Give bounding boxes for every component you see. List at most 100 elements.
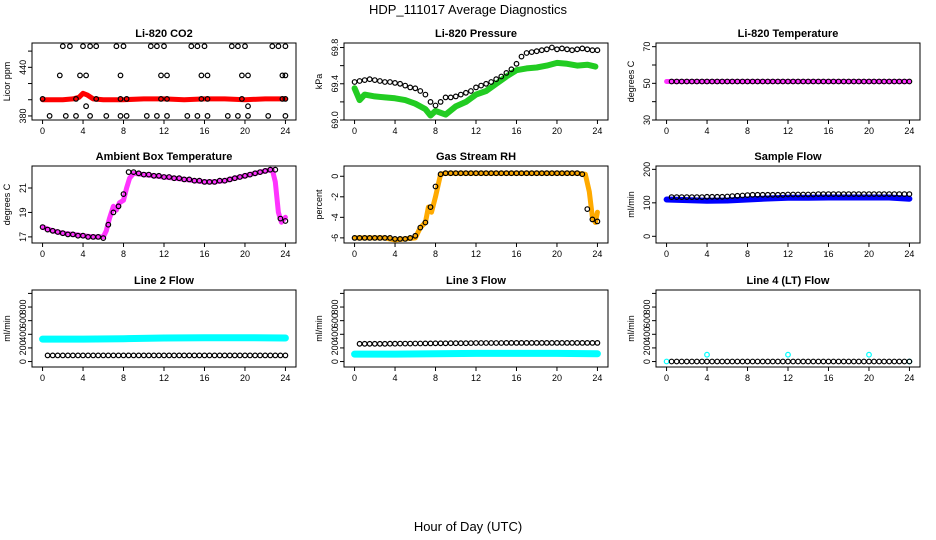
- pressure-black-point: [447, 94, 454, 101]
- pressure-black-point: [382, 79, 388, 85]
- line2-black-point: [242, 352, 248, 359]
- x-tick-label: 4: [393, 249, 398, 259]
- flow-blue-series: [663, 194, 913, 204]
- line4-black-point: [709, 358, 715, 365]
- x-tick-label: 0: [40, 373, 45, 383]
- y-tick-label: 0: [330, 359, 340, 364]
- line2-black-point: [221, 352, 228, 359]
- line3-black-point: [498, 340, 505, 346]
- co2-high-point: [282, 43, 289, 50]
- x-tick-label: 4: [81, 126, 86, 136]
- line3-black-point: [417, 340, 424, 347]
- x-tick-label: 24: [280, 373, 290, 383]
- panel-title: Line 2 Flow: [134, 275, 194, 287]
- pressure-black-point: [594, 47, 601, 54]
- x-tick-label: 4: [705, 249, 710, 259]
- temp-black-point: [906, 78, 913, 85]
- pressure-black-point: [518, 53, 525, 60]
- line4-black-point: [739, 358, 746, 365]
- line3-black-point: [397, 340, 404, 347]
- line2-black-point: [125, 352, 132, 359]
- y-tick-label: -4: [330, 213, 340, 221]
- line2-cyan-series: [39, 334, 289, 343]
- ambient-black-point: [231, 175, 238, 182]
- line2-black-point: [247, 352, 253, 359]
- line4-black-point: [901, 358, 908, 365]
- y-tick-label: 69.0: [330, 111, 340, 129]
- line3-black-point: [594, 340, 601, 346]
- line4-black-point: [780, 358, 786, 365]
- co2-high-point: [161, 43, 167, 50]
- ambient-black-point: [59, 230, 66, 237]
- pressure-black-point: [564, 46, 570, 53]
- pressure-black-point: [473, 84, 479, 91]
- co2-high-point: [201, 43, 208, 50]
- line4-black-point: [744, 358, 751, 365]
- y-tick-label: 380: [18, 108, 28, 123]
- line4-black-point: [704, 358, 710, 365]
- x-tick-label: 16: [823, 249, 833, 259]
- panel-5: Gas Stream RH percent 0 4 8 12 16 20 24 -6 -4 -2 0: [314, 151, 609, 259]
- rh-black-point: [589, 216, 596, 223]
- panel-9: Line 4 (LT) Flow ml/min 0 4 8 12 16 20 24 0 200400…: [626, 275, 921, 383]
- line3-black-point: [457, 340, 464, 347]
- panel-title: Li-820 Pressure: [435, 28, 517, 40]
- y-tick-label: 0: [642, 234, 652, 239]
- line4-black-point: [764, 358, 771, 365]
- co2-near-point: [245, 103, 251, 110]
- rh-black-point: [417, 224, 424, 231]
- line2-black-point: [171, 352, 178, 359]
- co2-low-point: [184, 112, 191, 119]
- line2-black-point: [85, 352, 91, 359]
- co2-near-point: [238, 95, 245, 102]
- pressure-black-point: [457, 91, 464, 98]
- line4-black-point: [825, 358, 832, 365]
- x-tick-label: 24: [904, 249, 914, 259]
- pressure-black-point: [554, 46, 560, 53]
- co2-near-point: [123, 95, 130, 102]
- figure-title: HDP_111017 Average Diagnostics: [369, 2, 568, 17]
- x-tick-label: 20: [864, 249, 874, 259]
- line2-black-point: [64, 352, 71, 359]
- pressure-black-point: [427, 98, 434, 105]
- line2-black-point: [252, 352, 259, 359]
- x-tick-label: 12: [159, 126, 169, 136]
- co2-high-point: [228, 43, 235, 50]
- line4-black-point: [689, 358, 695, 365]
- panel-8: Line 3 Flow ml/min 0 4 8 12 16 20 24 0 20040060080…: [314, 275, 609, 383]
- co2-near-point: [198, 95, 205, 102]
- line3-black-point: [543, 340, 550, 346]
- line4-black-point: [790, 358, 796, 365]
- line2-black-point: [150, 352, 157, 359]
- ambient-black-point: [80, 232, 86, 239]
- line2-black-point: [59, 352, 66, 359]
- pressure-black-point: [392, 79, 398, 86]
- ambient-black-point: [277, 215, 284, 222]
- pressure-black-point: [528, 49, 535, 55]
- pressure-black-point: [463, 89, 469, 96]
- line2-black-point: [44, 352, 51, 359]
- line3-black-point: [513, 340, 520, 346]
- x-tick-label: 4: [81, 373, 86, 383]
- rh-black-point: [574, 170, 581, 177]
- line3-black-point: [432, 340, 439, 347]
- x-tick-label: 8: [121, 126, 126, 136]
- ambient-black-point: [262, 167, 269, 174]
- y-axis-label: ml/min: [2, 315, 12, 342]
- line2-black-point: [75, 352, 81, 359]
- y-tick-label: 800: [642, 300, 652, 315]
- line3-black-point: [382, 340, 388, 347]
- line2-black-point: [54, 352, 61, 359]
- line4-black-point: [795, 358, 801, 365]
- line2-black-point: [90, 352, 97, 359]
- line2-black-point: [272, 352, 279, 359]
- co2-mid-point: [279, 72, 286, 79]
- pressure-black-point: [579, 45, 586, 52]
- x-tick-label: 16: [199, 249, 209, 259]
- pressure-black-point: [488, 79, 495, 85]
- line3-black-point: [366, 340, 373, 347]
- x-tick-label: 20: [864, 126, 874, 136]
- x-tick-label: 8: [433, 126, 438, 136]
- ambient-black-point: [272, 166, 279, 173]
